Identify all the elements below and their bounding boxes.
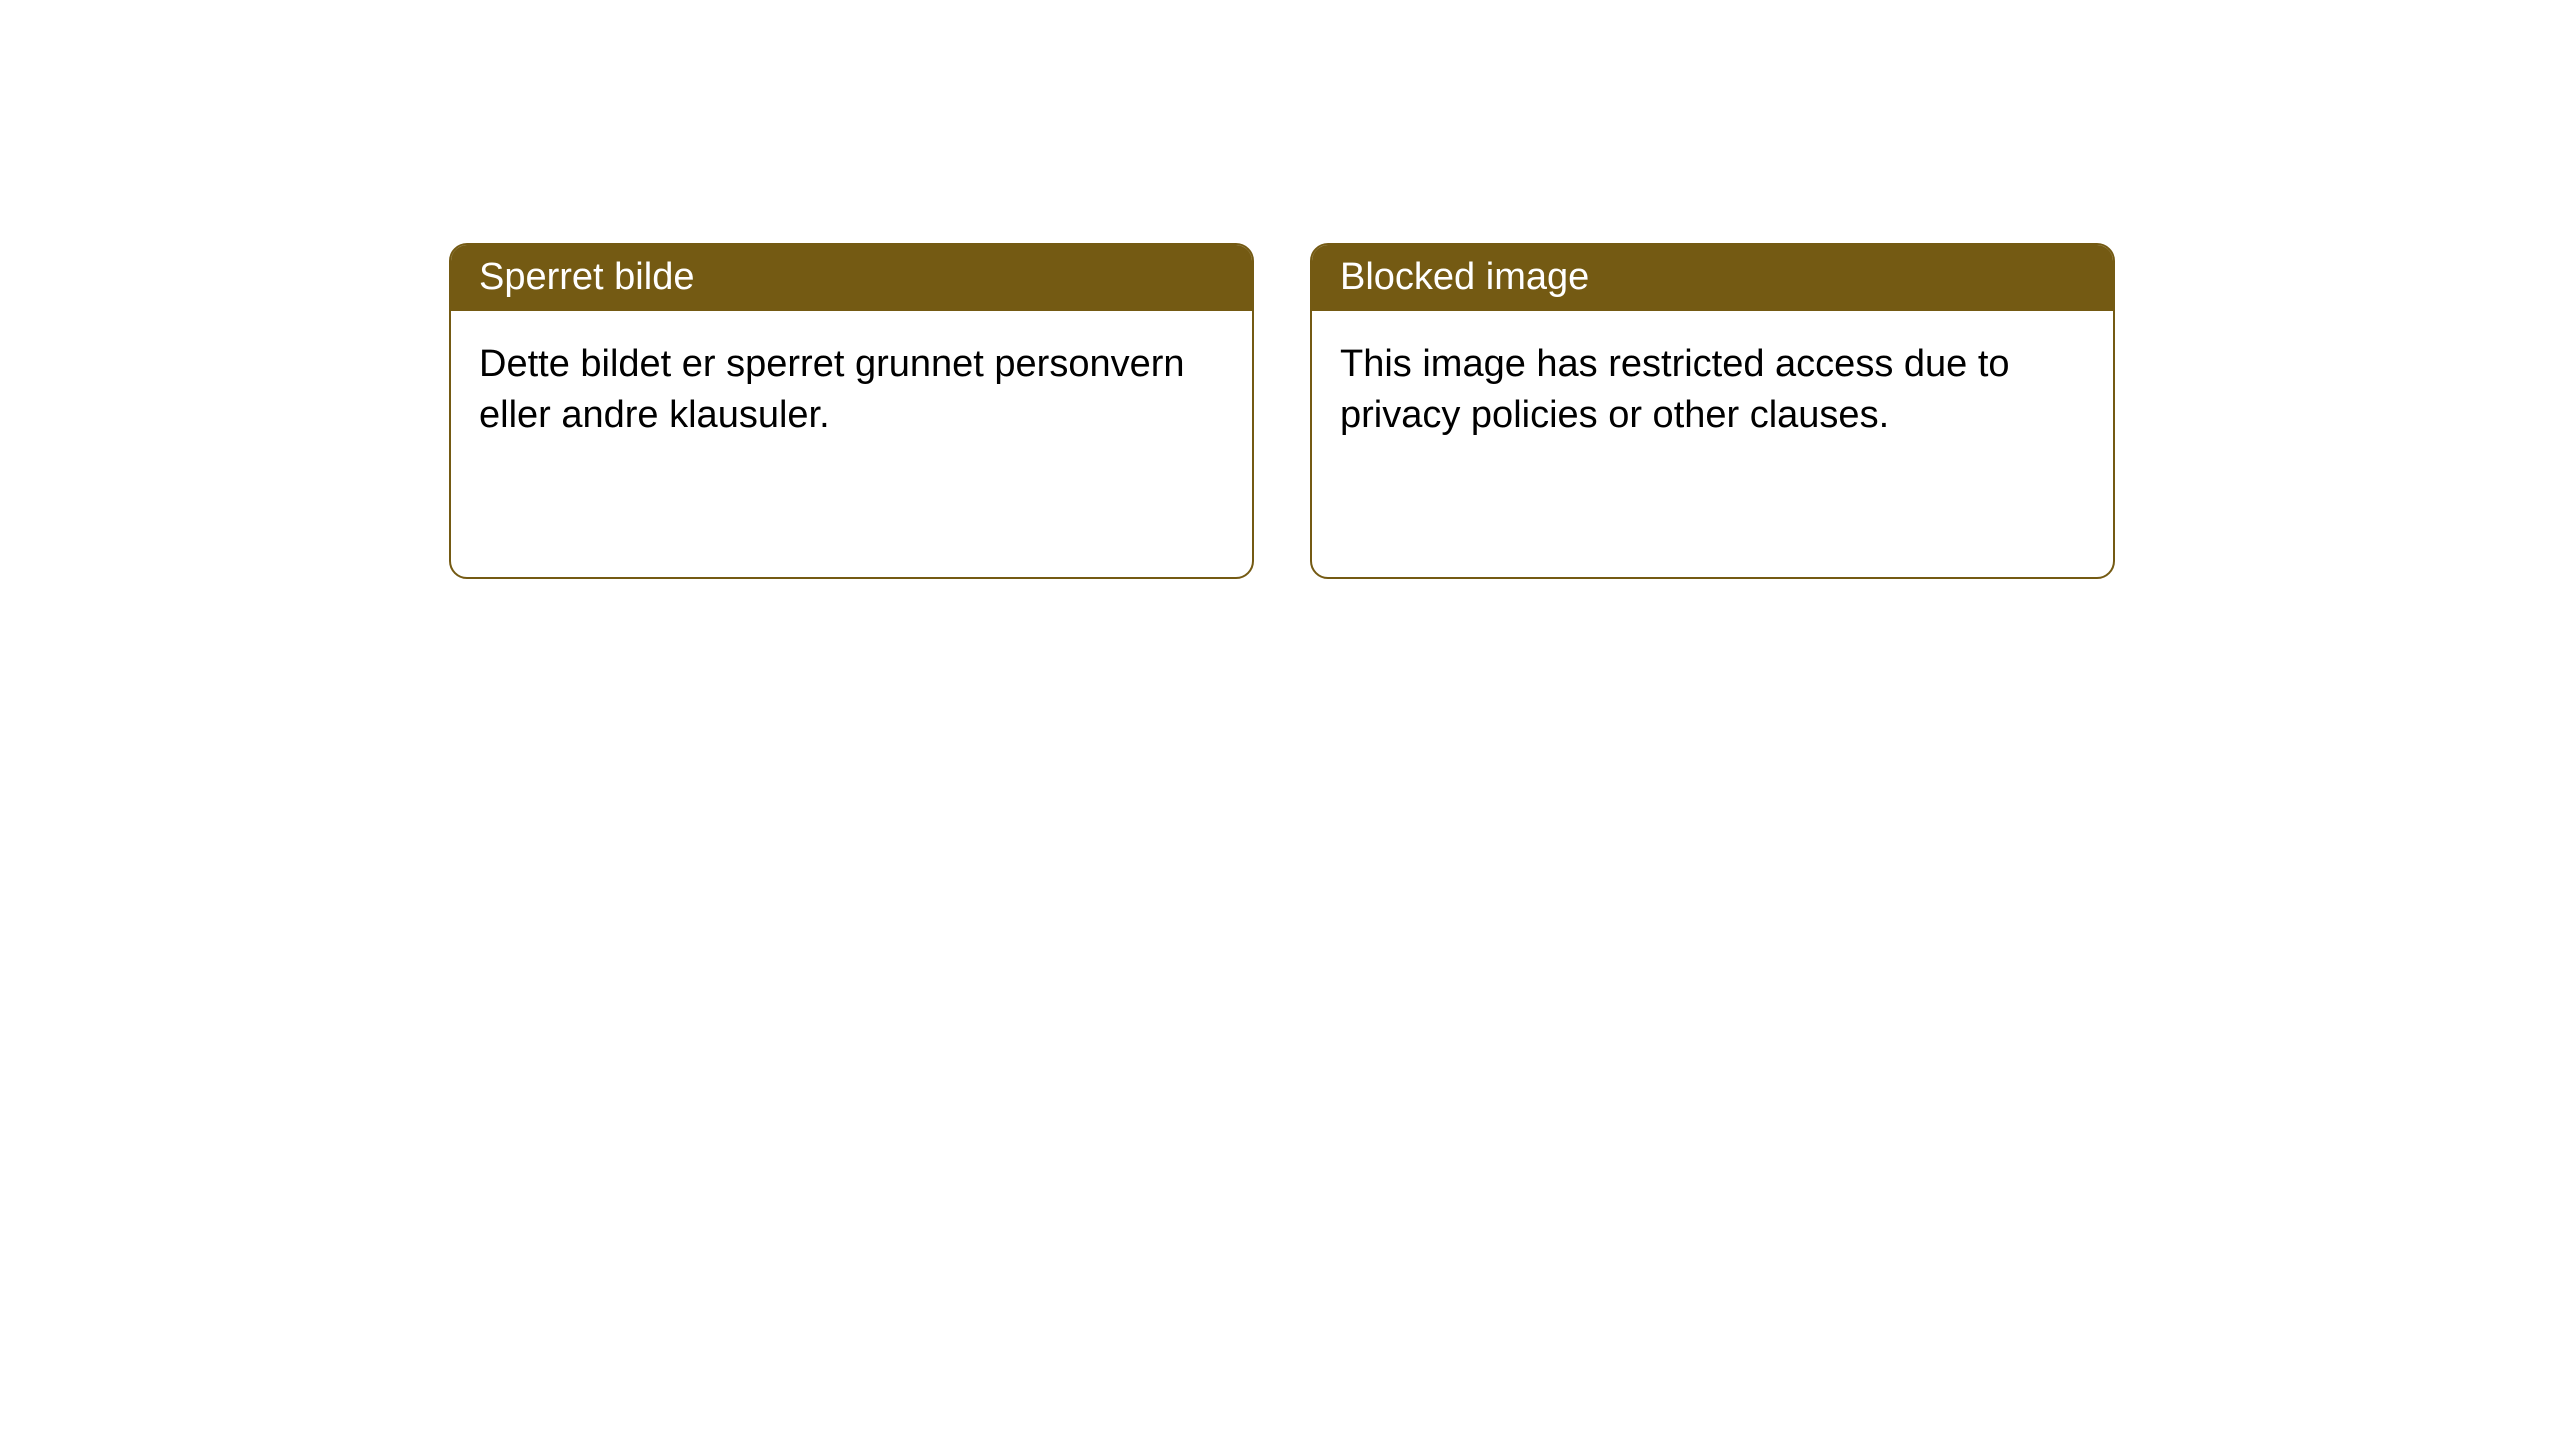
notice-header: Blocked image: [1312, 245, 2113, 311]
notice-body: This image has restricted access due to …: [1312, 311, 2113, 470]
notice-box-english: Blocked image This image has restricted …: [1310, 243, 2115, 579]
notice-header: Sperret bilde: [451, 245, 1252, 311]
notice-container: Sperret bilde Dette bildet er sperret gr…: [449, 243, 2115, 579]
notice-box-norwegian: Sperret bilde Dette bildet er sperret gr…: [449, 243, 1254, 579]
notice-body: Dette bildet er sperret grunnet personve…: [451, 311, 1252, 470]
